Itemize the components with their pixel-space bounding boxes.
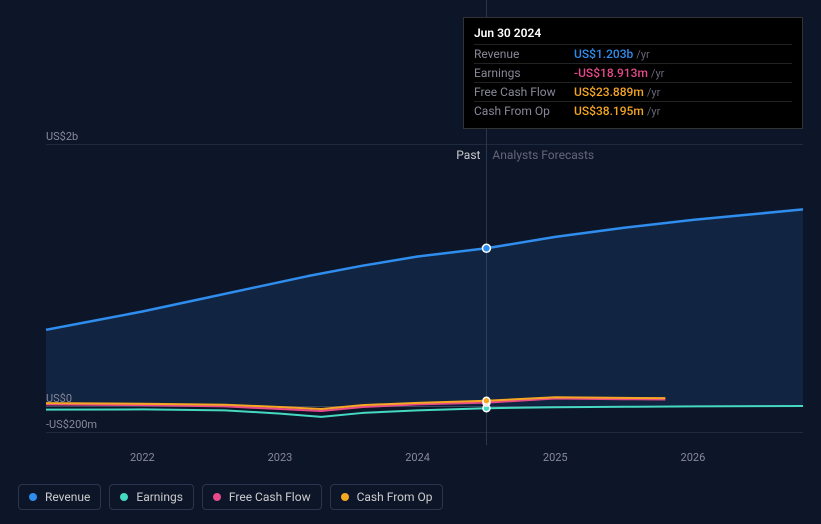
tooltip-metric-value: US$23.889m (574, 85, 644, 99)
legend-dot-icon (213, 493, 221, 501)
legend-label: Free Cash Flow (229, 490, 311, 504)
tooltip-row: Earnings-US$18.913m/yr (474, 63, 792, 82)
tooltip-metric-value: US$38.195m (574, 104, 644, 118)
tooltip-row: RevenueUS$1.203b/yr (474, 44, 792, 63)
tooltip-metric-unit: /yr (636, 48, 649, 61)
tooltip-metric-label: Revenue (474, 47, 574, 61)
legend-label: Revenue (45, 490, 90, 504)
tooltip-metric-label: Earnings (474, 66, 574, 80)
tooltip-metric-unit: /yr (651, 67, 664, 80)
y-axis-label: -US$200m (46, 418, 97, 431)
legend-dot-icon (120, 493, 128, 501)
x-axis-label: 2024 (405, 451, 430, 464)
data-tooltip: Jun 30 2024 RevenueUS$1.203b/yrEarnings-… (463, 17, 803, 129)
tooltip-metric-unit: /yr (647, 86, 660, 99)
tooltip-metric-value: -US$18.913m (574, 66, 648, 80)
legend-item-cash-from-op[interactable]: Cash From Op (330, 484, 444, 510)
tooltip-row: Free Cash FlowUS$23.889m/yr (474, 82, 792, 101)
tooltip-metric-value: US$1.203b (574, 47, 633, 61)
legend-item-earnings[interactable]: Earnings (109, 484, 194, 510)
tooltip-row: Cash From OpUS$38.195m/yr (474, 101, 792, 120)
y-axis-label: US$2b (46, 130, 78, 143)
legend-label: Earnings (136, 490, 183, 504)
legend-item-revenue[interactable]: Revenue (18, 484, 101, 510)
x-axis-label: 2026 (681, 451, 706, 464)
y-axis-label: US$0 (46, 392, 72, 405)
legend-label: Cash From Op (357, 490, 433, 504)
x-axis-label: 2022 (130, 451, 155, 464)
legend-dot-icon (29, 493, 37, 501)
tooltip-metric-label: Cash From Op (474, 104, 574, 118)
x-axis-label: 2023 (268, 451, 293, 464)
tooltip-metric-unit: /yr (647, 105, 660, 118)
tooltip-date: Jun 30 2024 (474, 26, 792, 44)
legend: Revenue Earnings Free Cash Flow Cash From O… (18, 484, 443, 510)
x-axis-label: 2025 (543, 451, 568, 464)
legend-item-free-cash-flow[interactable]: Free Cash Flow (202, 484, 322, 510)
tooltip-metric-label: Free Cash Flow (474, 85, 574, 99)
legend-dot-icon (341, 493, 349, 501)
